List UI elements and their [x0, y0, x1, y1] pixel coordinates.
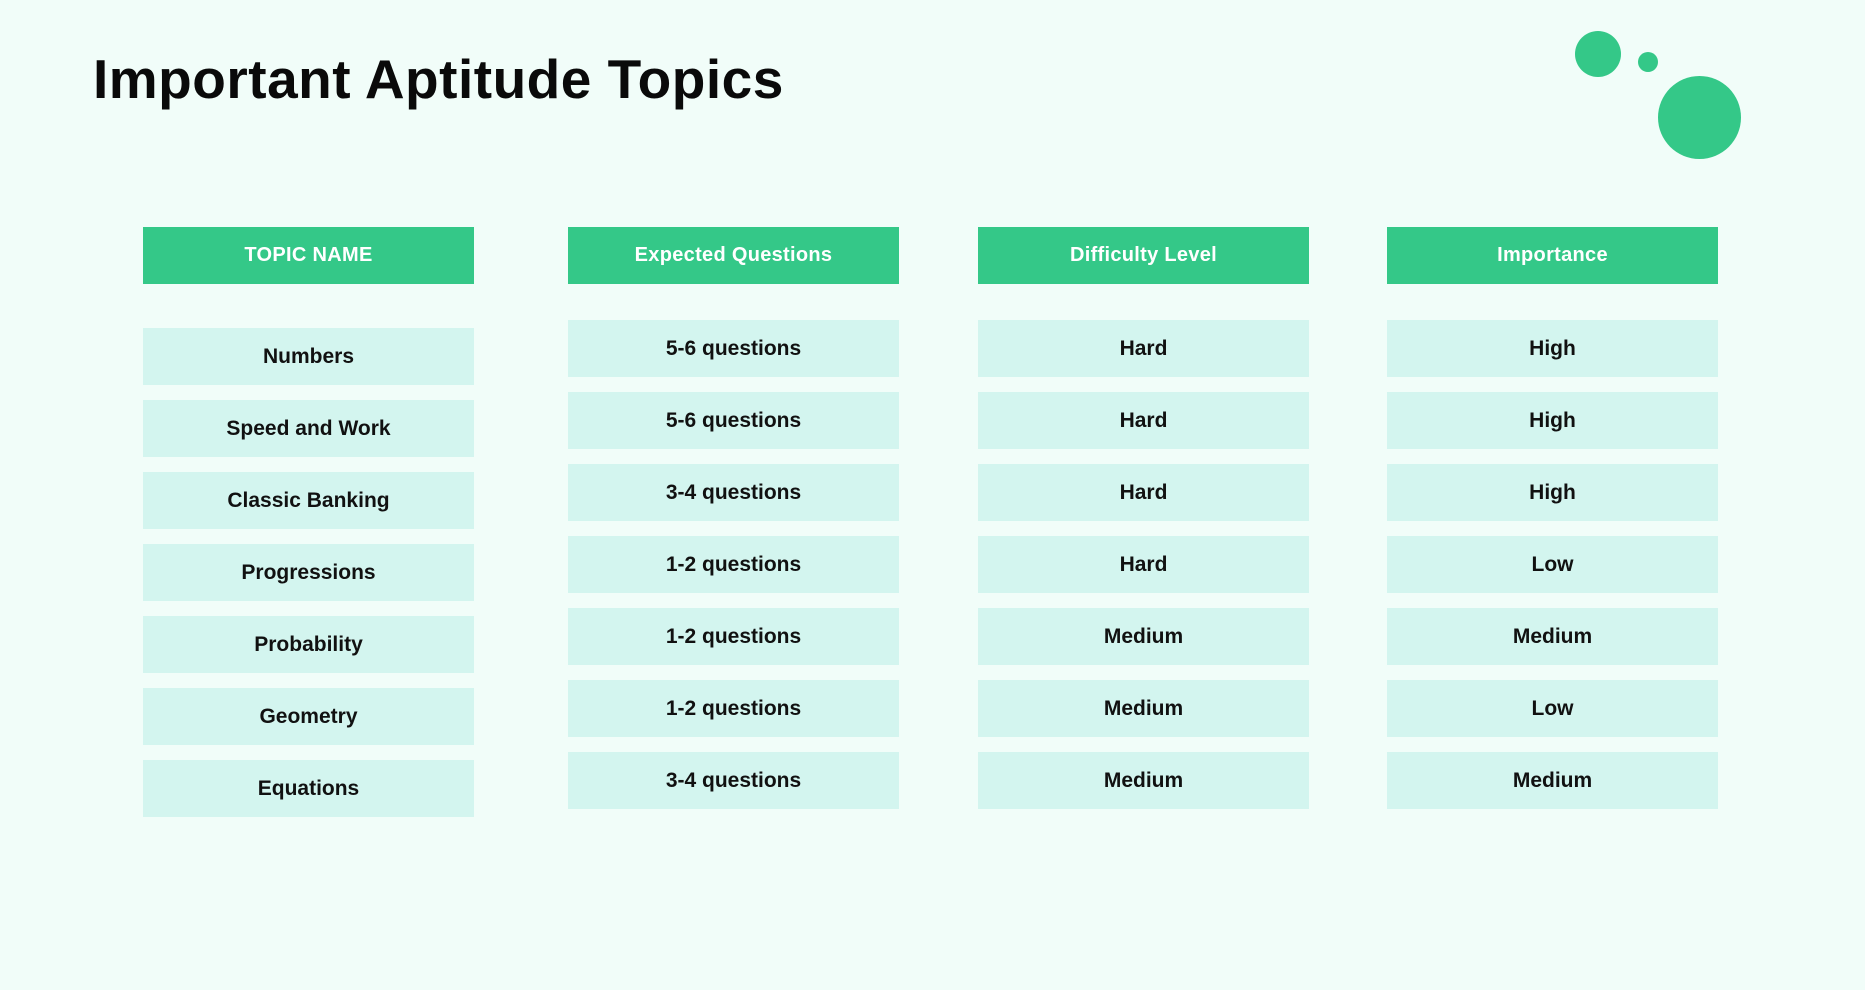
table-cell: Progressions — [143, 544, 474, 601]
decorative-dot — [1658, 76, 1741, 159]
table-cell: Hard — [978, 464, 1309, 521]
table-cell: 5-6 questions — [568, 392, 899, 449]
column-header: Expected Questions — [568, 227, 899, 284]
difficulty-level-column: Difficulty Level Hard Hard Hard Hard Med… — [978, 227, 1309, 824]
table-cell: Probability — [143, 616, 474, 673]
table-cell: Speed and Work — [143, 400, 474, 457]
column-header: Importance — [1387, 227, 1718, 284]
table-cell: Medium — [978, 608, 1309, 665]
column-cells: High High High Low Medium Low Medium — [1387, 284, 1718, 809]
table-cell: Hard — [978, 536, 1309, 593]
table-cell: 1-2 questions — [568, 680, 899, 737]
table-cell: High — [1387, 464, 1718, 521]
table-cell: Hard — [978, 392, 1309, 449]
table-cell: 1-2 questions — [568, 536, 899, 593]
table-cell: 3-4 questions — [568, 752, 899, 809]
table-cell: Low — [1387, 536, 1718, 593]
table-cell: Medium — [1387, 752, 1718, 809]
decorative-dot — [1638, 52, 1658, 72]
column-cells: Numbers Speed and Work Classic Banking P… — [143, 284, 474, 817]
table-cell: Hard — [978, 320, 1309, 377]
table-cell: Low — [1387, 680, 1718, 737]
table-cell: 3-4 questions — [568, 464, 899, 521]
decorative-dot — [1575, 31, 1621, 77]
column-cells: Hard Hard Hard Hard Medium Medium Medium — [978, 284, 1309, 809]
table-cell: Medium — [978, 752, 1309, 809]
table-cell: High — [1387, 320, 1718, 377]
table-cell: High — [1387, 392, 1718, 449]
table-cell: Medium — [978, 680, 1309, 737]
table-cell: 5-6 questions — [568, 320, 899, 377]
table-cell: Geometry — [143, 688, 474, 745]
column-header: Difficulty Level — [978, 227, 1309, 284]
page-title: Important Aptitude Topics — [93, 48, 784, 110]
table-cell: Medium — [1387, 608, 1718, 665]
column-cells: 5-6 questions 5-6 questions 3-4 question… — [568, 284, 899, 809]
column-header: TOPIC NAME — [143, 227, 474, 284]
table-cell: Numbers — [143, 328, 474, 385]
table-cell: Equations — [143, 760, 474, 817]
table-cell: Classic Banking — [143, 472, 474, 529]
importance-column: Importance High High High Low Medium Low… — [1387, 227, 1718, 824]
expected-questions-column: Expected Questions 5-6 questions 5-6 que… — [568, 227, 899, 824]
table-cell: 1-2 questions — [568, 608, 899, 665]
topic-name-column: TOPIC NAME Numbers Speed and Work Classi… — [143, 227, 474, 832]
